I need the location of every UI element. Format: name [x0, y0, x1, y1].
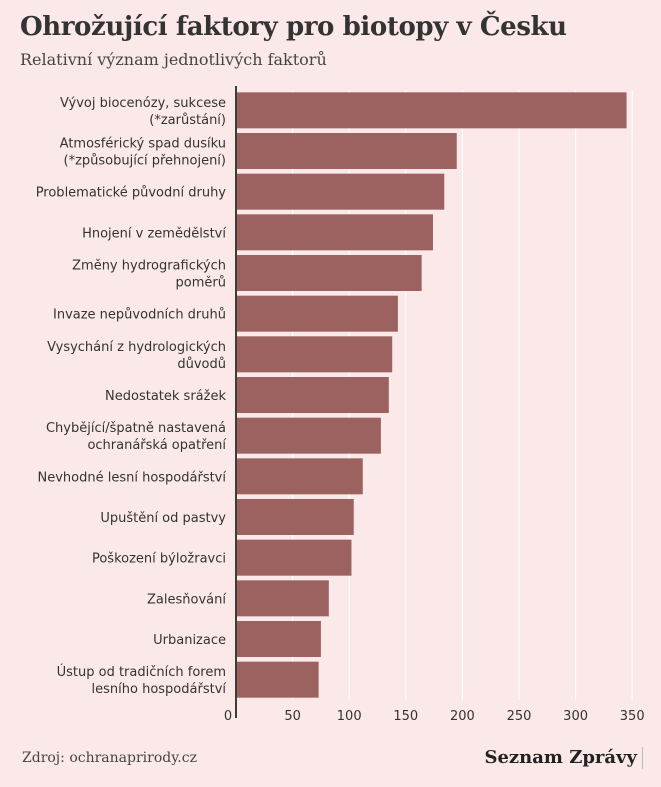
category-label: Ústup od tradičních forem lesního hospodá…: [57, 664, 227, 697]
category-label-line: důvodů: [177, 357, 226, 372]
category-label: Upuštění od pastvy: [100, 511, 226, 526]
category-label: Vysychání z hydrologických důvodů: [47, 340, 226, 372]
chart-subtitle: Relativní význam jednotlivých faktorů: [20, 50, 327, 69]
bar: [237, 580, 329, 617]
category-label-line: Problematické původní druhy: [36, 186, 227, 201]
category-label-line: (*zarůstání): [149, 113, 226, 128]
category-label-line: Vývoj biocenózy, sukcese: [60, 96, 226, 111]
bar: [237, 92, 627, 129]
category-label-line: Ústup od tradičních forem: [57, 664, 226, 680]
bar: [237, 499, 354, 535]
category-label: Nevhodné lesní hospodářství: [37, 470, 226, 485]
bar: [237, 621, 321, 657]
category-label: Vývoj biocenózy, sukcese (*zarůstání): [60, 96, 226, 128]
bar: [237, 377, 389, 413]
category-label-line: Upuštění od pastvy: [100, 511, 226, 526]
x-tick-label: 100: [337, 709, 362, 724]
brand-separator: [642, 747, 643, 769]
bar: [237, 417, 381, 454]
x-tick-label: 300: [563, 709, 588, 724]
x-tick-label: 200: [450, 709, 475, 724]
category-label-line: Nedostatek srážek: [105, 389, 226, 404]
category-label: Hnojení v zemědělství: [82, 226, 226, 241]
category-label-line: Hnojení v zemědělství: [82, 226, 226, 241]
category-label-line: Atmosférický spad dusíku: [60, 137, 226, 152]
x-tick-label: 250: [507, 709, 532, 724]
category-label-line: Nevhodné lesní hospodářství: [37, 470, 226, 485]
category-label-line: Chybějící/špatně nastavená: [46, 421, 226, 436]
bar: [237, 214, 433, 251]
brand-logo: Seznam Zprávy: [484, 747, 637, 768]
category-label-line: Zalesňování: [147, 592, 226, 607]
category-label: Chybějící/špatně nastavená ochranářská op…: [46, 421, 226, 453]
category-label: Změny hydrografických poměrů: [72, 259, 226, 291]
x-tick-label: 0: [224, 709, 232, 724]
bar: [237, 539, 352, 576]
category-label-line: Invaze nepůvodních druhů: [53, 308, 226, 323]
bar: [237, 336, 393, 373]
source-note: Zdroj: ochranaprirody.cz: [22, 750, 197, 766]
category-label-line: Urbanizace: [153, 633, 226, 648]
chart-title: Ohrožující faktory pro biotopy v Česku: [20, 12, 567, 42]
x-tick-label: 50: [284, 709, 301, 724]
category-label-line: (*způsobující přehnojení): [64, 154, 227, 169]
category-label: Nedostatek srážek: [105, 389, 226, 404]
category-label: Zalesňování: [147, 592, 226, 607]
bar: [237, 295, 398, 332]
x-tick-label: 350: [620, 709, 645, 724]
category-label: Problematické původní druhy: [36, 186, 227, 201]
category-label: Poškození býložravci: [92, 552, 226, 567]
bar: [237, 133, 457, 169]
category-label-line: poměrů: [176, 276, 226, 291]
category-label-line: Vysychání z hydrologických: [47, 340, 226, 355]
bar: [237, 458, 363, 495]
bar: [237, 661, 319, 698]
category-label-line: lesního hospodářství: [92, 682, 227, 697]
category-label-line: Poškození býložravci: [92, 552, 226, 567]
x-tick-label: 150: [393, 709, 418, 724]
category-label: Atmosférický spad dusíku (*způsobující př…: [60, 137, 226, 169]
bar: [237, 173, 445, 210]
category-label: Urbanizace: [153, 633, 226, 648]
category-label: Invaze nepůvodních druhů: [53, 308, 226, 323]
category-label-line: Změny hydrografických: [72, 259, 226, 274]
bar: [237, 255, 422, 291]
category-label-line: ochranářská opatření: [87, 438, 226, 453]
